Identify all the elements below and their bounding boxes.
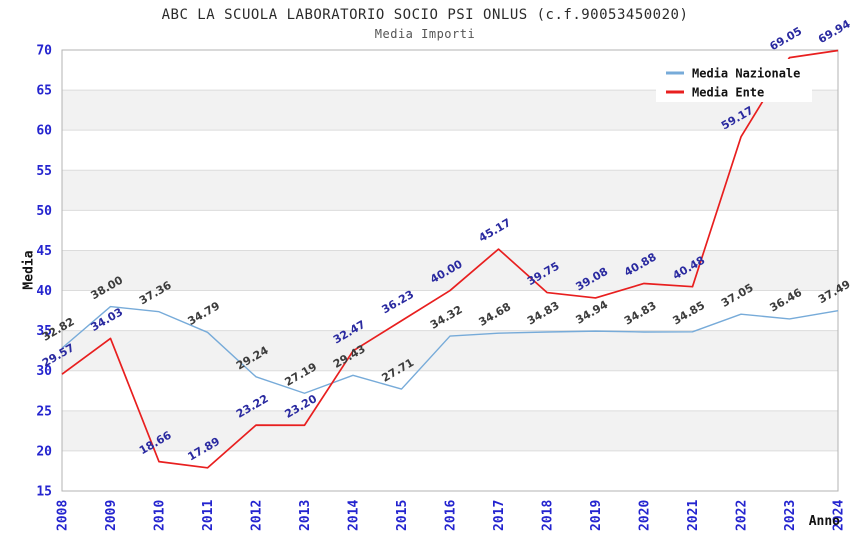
x-tick-label: 2020 — [638, 500, 653, 531]
x-tick-label: 2021 — [686, 500, 701, 531]
y-axis-title: Media — [21, 250, 37, 290]
legend-box — [656, 59, 812, 102]
y-tick-label: 45 — [36, 244, 52, 259]
x-tick-label: 2022 — [735, 500, 750, 531]
y-tick-label: 20 — [36, 444, 52, 459]
x-tick-label: 2010 — [153, 500, 168, 531]
x-tick-label: 2008 — [56, 500, 71, 531]
y-tick-label: 40 — [36, 284, 52, 299]
x-tick-label: 2012 — [250, 500, 265, 531]
y-tick-label: 25 — [36, 404, 52, 419]
x-tick-label: 2011 — [201, 500, 216, 531]
series-line-media-nazionale — [61, 305, 839, 394]
chart-subtitle: Media Importi — [374, 27, 476, 41]
plot-band — [62, 250, 838, 291]
x-tick-label: 2018 — [541, 500, 556, 531]
y-tick-label: 65 — [36, 84, 52, 99]
x-tick-label: 2015 — [395, 500, 410, 531]
y-tick-label: 55 — [36, 164, 52, 179]
plot-band — [62, 410, 838, 451]
legend-label-media-nazionale: Media Nazionale — [692, 67, 800, 81]
y-tick-label: 70 — [36, 44, 52, 59]
y-tick-label: 15 — [36, 485, 52, 500]
chart-title: ABC LA SCUOLA LABORATORIO SOCIO PSI ONLU… — [161, 7, 689, 23]
legend-label-media-ente: Media Ente — [692, 86, 764, 100]
x-axis-title: Anno — [808, 514, 840, 529]
y-tick-label: 35 — [36, 324, 52, 339]
y-tick-label: 60 — [36, 124, 52, 139]
x-tick-label: 2014 — [347, 500, 362, 531]
y-tick-label: 30 — [36, 364, 52, 379]
y-tick-label: 50 — [36, 204, 52, 219]
x-tick-label: 2023 — [783, 500, 798, 531]
x-tick-label: 2017 — [492, 500, 507, 531]
plot-band — [62, 330, 838, 371]
x-tick-label: 2024 — [832, 500, 847, 531]
x-tick-label: 2019 — [589, 500, 604, 531]
plot-border — [61, 49, 839, 492]
x-tick-label: 2016 — [444, 500, 459, 531]
series-line-media-ente — [61, 49, 839, 469]
x-tick-label: 2009 — [104, 500, 119, 531]
plot-band — [62, 170, 838, 211]
x-tick-label: 2013 — [298, 500, 313, 531]
